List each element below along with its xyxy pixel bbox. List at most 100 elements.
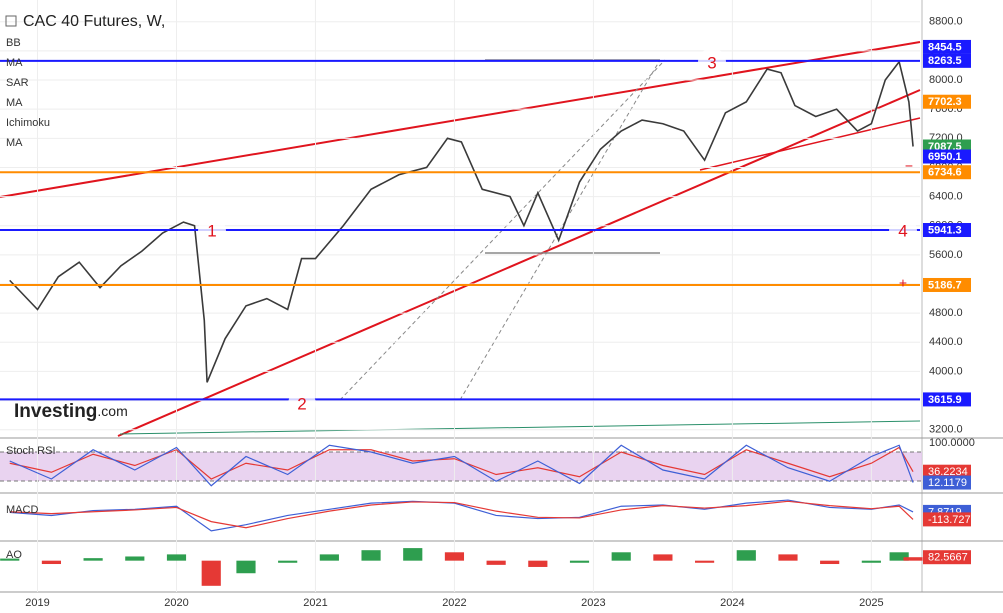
bar <box>695 560 715 563</box>
price-label: 8263.5 <box>928 55 962 67</box>
wave-label: 2 <box>297 394 306 413</box>
collapse-icon[interactable] <box>5 15 17 27</box>
indicator-label[interactable]: Ichimoku <box>6 117 50 129</box>
y-tick-label: 4400.0 <box>929 336 963 348</box>
bar <box>41 560 62 565</box>
price-label-box <box>923 512 971 527</box>
y-tick-label: 4800.0 <box>929 307 963 319</box>
wave-marker <box>698 48 726 76</box>
bar <box>278 560 298 563</box>
price-label-box <box>923 464 971 479</box>
y-tick-label: 8000.0 <box>929 74 963 86</box>
price-label: 8454.5 <box>928 41 962 53</box>
wave-label: 3 <box>707 53 716 72</box>
x-tick-label: 2025 <box>859 597 883 609</box>
x-tick-label: 2024 <box>720 597 744 609</box>
x-tick-label: 2022 <box>442 597 466 609</box>
bar <box>83 558 103 561</box>
bar <box>611 552 631 561</box>
price-label: 36.2234 <box>928 466 968 478</box>
bar <box>653 554 673 561</box>
indicator-label[interactable]: SAR <box>6 77 29 89</box>
bar <box>166 554 187 561</box>
price-label-box <box>923 53 971 68</box>
bar <box>528 560 548 567</box>
price-label: 6950.1 <box>928 151 962 163</box>
bar <box>0 558 20 561</box>
price-label: 7702.3 <box>928 96 962 108</box>
bar <box>125 556 145 561</box>
plots: 20192020202120222023202420253200.03600.0… <box>0 16 977 609</box>
price-label-box <box>923 392 971 407</box>
bar <box>778 554 798 561</box>
y-tick-label: 100.0000 <box>929 437 975 449</box>
x-tick-label: 2019 <box>25 597 49 609</box>
wave-marker <box>889 217 917 245</box>
series-line <box>9 444 914 487</box>
series-line <box>9 446 914 480</box>
price-label-box <box>923 550 971 565</box>
chart-title: CAC 40 Futures, W, <box>23 13 165 30</box>
bar <box>403 548 423 561</box>
wave-marker <box>198 217 226 245</box>
signal-label: − <box>905 158 913 174</box>
price-label-box <box>923 94 971 109</box>
price-label: 3615.9 <box>928 394 962 406</box>
trend-line <box>699 117 921 171</box>
signal-label: + <box>899 275 907 291</box>
series-line <box>9 60 914 383</box>
bar <box>361 550 381 561</box>
price-label: -113.7277 <box>928 514 977 526</box>
trend-line <box>0 41 921 198</box>
series-line <box>9 499 914 532</box>
x-tick-label: 2021 <box>303 597 327 609</box>
bar <box>903 557 923 561</box>
logo: Investing.com <box>14 401 128 422</box>
price-label-box <box>923 475 971 490</box>
indicator-label[interactable]: MA <box>6 137 23 149</box>
bar <box>236 560 256 574</box>
x-tick-label: 2023 <box>581 597 605 609</box>
indicator-label[interactable]: MA <box>6 97 23 109</box>
bar <box>444 552 465 561</box>
wave-label: 4 <box>898 221 907 240</box>
pane-title: AO <box>6 549 22 561</box>
price-label: 82.5667 <box>928 552 968 564</box>
bar <box>569 560 590 563</box>
wave-label: 1 <box>207 221 216 240</box>
y-tick-label: 3200.0 <box>929 424 963 436</box>
bar <box>201 560 221 586</box>
y-tick-label: 8800.0 <box>929 16 963 28</box>
y-tick-label: 4000.0 <box>929 365 963 377</box>
logo-suffix: .com <box>97 403 127 419</box>
bar <box>861 560 881 563</box>
x-tick-label: 2020 <box>164 597 188 609</box>
indicator-label[interactable]: BB <box>6 37 21 49</box>
price-label-box <box>923 39 971 54</box>
pane-title: Stoch RSI <box>6 445 56 457</box>
price-label-box <box>923 223 971 238</box>
pane-title: MACD <box>6 504 38 516</box>
trend-line <box>117 89 921 437</box>
fib-line <box>339 59 666 401</box>
y-tick-label: 6400.0 <box>929 191 963 203</box>
indicator-label[interactable]: MA <box>6 57 23 69</box>
wave-marker <box>288 390 316 418</box>
bar <box>736 550 756 561</box>
price-label: 6734.6 <box>928 167 962 179</box>
bar <box>319 554 339 561</box>
price-label: 5186.7 <box>928 279 962 291</box>
price-label-box <box>923 149 971 164</box>
stoch-band <box>0 452 922 481</box>
bar <box>889 552 909 561</box>
price-label: 5941.3 <box>928 224 962 236</box>
y-tick-label: 5600.0 <box>929 249 963 261</box>
price-label-box <box>923 165 971 180</box>
trend-line <box>119 420 921 435</box>
series-line <box>9 500 914 529</box>
logo-text: Investing <box>14 401 97 422</box>
bar <box>486 560 506 565</box>
price-label-box <box>923 277 971 292</box>
